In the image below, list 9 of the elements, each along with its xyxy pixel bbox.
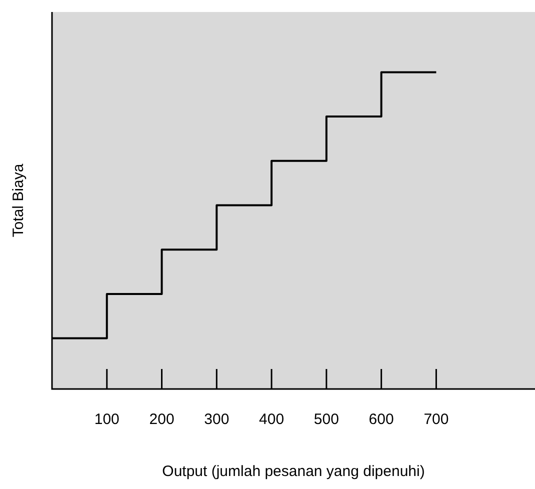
x-tick-label: 200	[149, 411, 174, 428]
x-tick-label: 300	[204, 411, 230, 428]
x-tick-label: 100	[94, 411, 120, 428]
x-tick-label: 600	[368, 411, 394, 428]
x-axis-title: Output (jumlah pesanan yang dipenuhi)	[162, 463, 425, 480]
x-tick-label: 500	[314, 411, 339, 428]
x-tick-label: 700	[424, 411, 449, 428]
x-tick-label: 400	[259, 411, 284, 428]
y-axis-title: Total Biaya	[10, 163, 28, 238]
